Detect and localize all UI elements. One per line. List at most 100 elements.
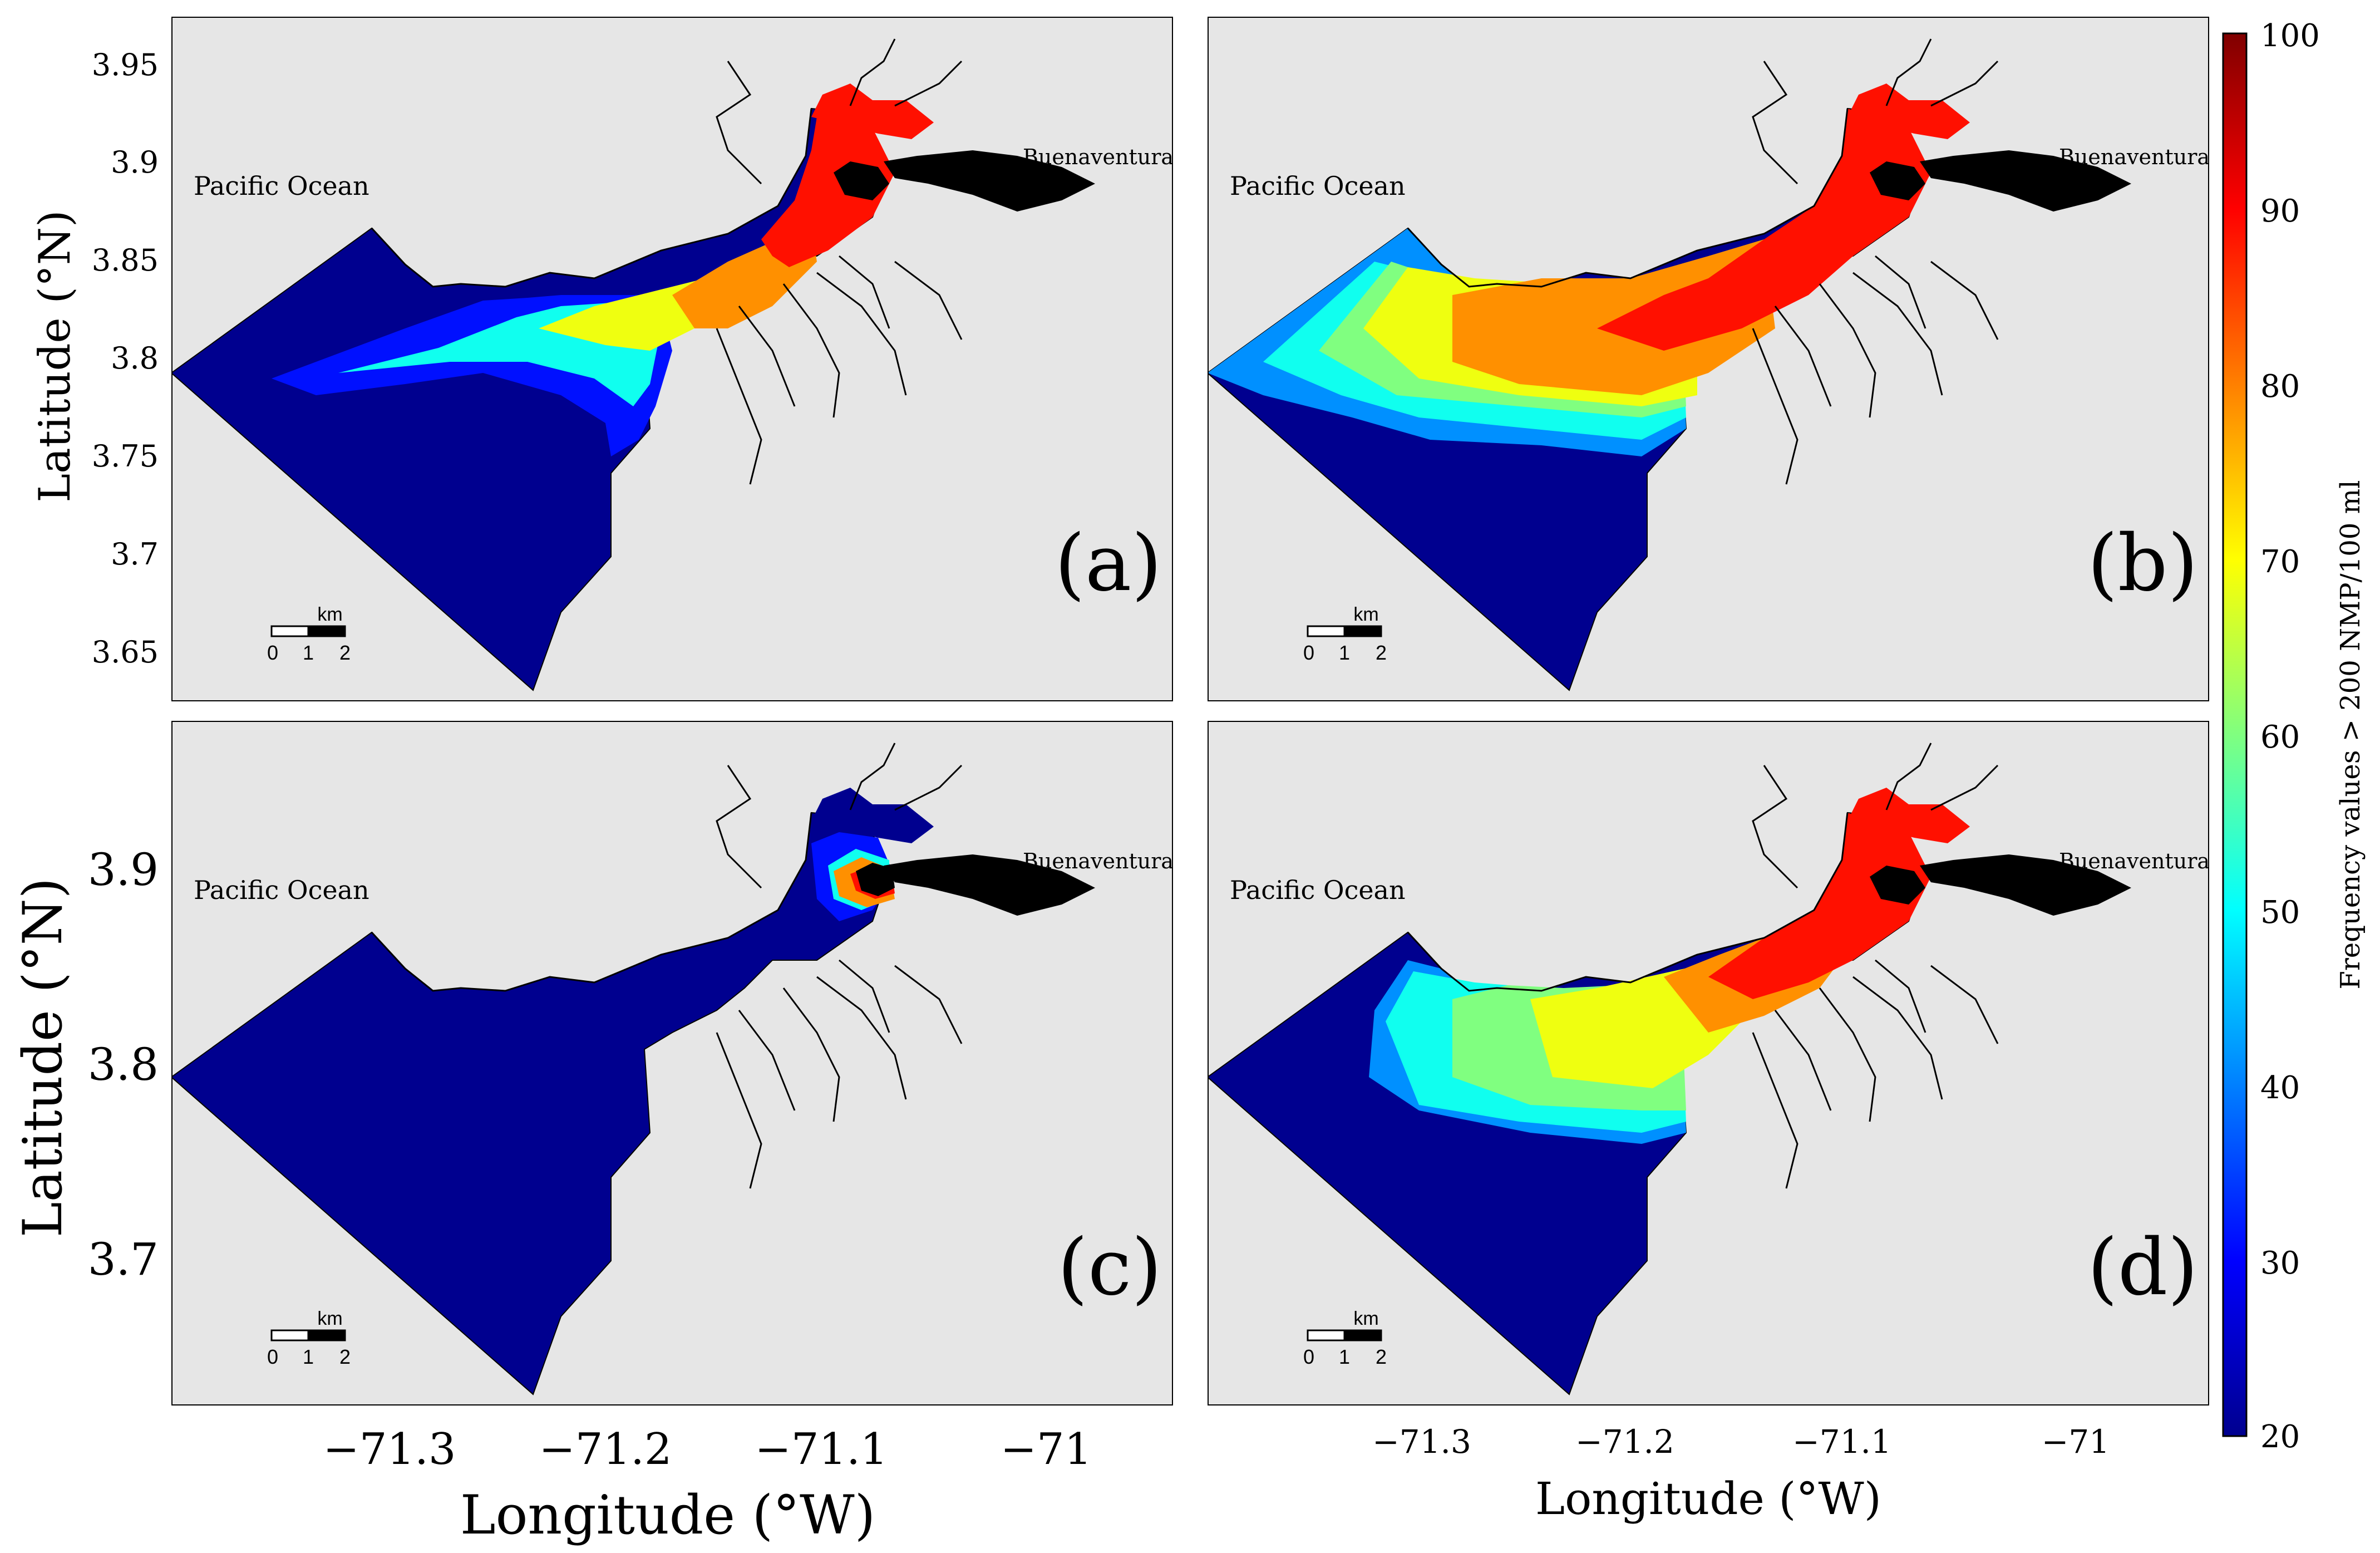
- city-label: Buenaventura: [2059, 145, 2210, 169]
- panel-a: [171, 17, 1173, 701]
- lat-tick: 3.8: [88, 1039, 159, 1090]
- panel-d-overlay: Pacific Ocean Buenaventura (d) km 0 1 2: [1230, 849, 2210, 1368]
- lat-tick: 3.7: [111, 537, 159, 572]
- lon-tick: −71.2: [1575, 1423, 1674, 1461]
- city-buenaventura: [884, 150, 1095, 212]
- colorbar-ticks: 100 90 80 70 60 50 40 30 20: [2260, 18, 2320, 1455]
- colorbar-tick: 50: [2260, 895, 2300, 931]
- estuary-north: [1847, 83, 1970, 139]
- lon-tick: −71.2: [539, 1424, 672, 1475]
- panel-b-overlay: Pacific Ocean Buenaventura (b) km 0 1 2: [1230, 145, 2210, 664]
- lat-tick: 3.85: [92, 243, 159, 278]
- lat-tick: 3.8: [111, 341, 159, 376]
- lon-tick: −71: [1001, 1424, 1092, 1475]
- scale-bar-tick: 1: [1339, 641, 1350, 664]
- ocean-label: Pacific Ocean: [194, 875, 369, 905]
- scale-bar-tick: 2: [1376, 641, 1387, 664]
- city-label: Buenaventura: [1023, 145, 1174, 169]
- city-buenaventura: [884, 854, 1095, 916]
- scale-bar-unit: km: [1353, 604, 1378, 625]
- panel-label: (d): [2087, 1222, 2198, 1313]
- panel-c-overlay: Pacific Ocean Buenaventura (c) km 0 1 2: [194, 849, 1174, 1368]
- scale-bar-tick: 0: [1303, 641, 1314, 664]
- city-label: Buenaventura: [2059, 849, 2210, 873]
- lon-tick: −71.3: [323, 1424, 456, 1475]
- scale-bar-tick: 0: [267, 1345, 278, 1368]
- colorbar-tick: 70: [2260, 544, 2300, 580]
- plume-90: [1597, 109, 1931, 351]
- coastline: [371, 108, 812, 288]
- mangrove-channels: [716, 743, 963, 1189]
- lat-ticks-bottom: 3.9 3.8 3.7: [88, 844, 159, 1285]
- city-buenaventura: [1920, 150, 2131, 212]
- lat-tick: 3.9: [111, 145, 159, 180]
- lon-tick: −71.1: [755, 1424, 888, 1475]
- colorbar-tick: 40: [2260, 1070, 2300, 1106]
- colorbar-tick: 30: [2260, 1245, 2300, 1281]
- plume-80: [1452, 239, 1775, 395]
- scale-bar-white: [1307, 1329, 1346, 1341]
- colorbar-gradient: [2222, 32, 2248, 1437]
- scale-bar-white: [270, 1329, 309, 1341]
- scale-bar-unit: km: [317, 1308, 342, 1329]
- plume-90: [761, 117, 895, 267]
- island: [1870, 161, 1925, 200]
- city-label: Buenaventura: [1023, 849, 1174, 873]
- scale-bar-tick: 1: [303, 1345, 314, 1368]
- scale-bar-unit: km: [1353, 1308, 1378, 1329]
- lon-ticks-right: −71.3 −71.2 −71.1 −71: [1372, 1423, 2110, 1461]
- scale-bar-black: [307, 1329, 346, 1341]
- coastline: [1407, 108, 1849, 288]
- lat-tick: 3.65: [92, 635, 159, 670]
- scale-bar-black: [1343, 1329, 1382, 1341]
- scale-bar-white: [1307, 625, 1346, 637]
- island: [834, 161, 889, 200]
- scale-bar: km 0 1 2: [267, 604, 351, 664]
- coastline: [1407, 812, 1849, 992]
- colorbar-label: Frequency values > 200 NMP/100 ml: [2335, 480, 2366, 990]
- longitude-label-left: Longitude (°W): [460, 1484, 875, 1546]
- panel-c: [171, 721, 1173, 1405]
- panel-label: (c): [1057, 1222, 1162, 1313]
- city-buenaventura: [1920, 854, 2131, 916]
- island: [1870, 866, 1925, 905]
- longitude-label-right: Longitude (°W): [1535, 1473, 1881, 1525]
- latitude-label-top: Latitude (°N): [30, 210, 80, 502]
- lat-tick: 3.9: [88, 844, 159, 896]
- estuary-north: [811, 83, 934, 139]
- scale-bar-white: [270, 625, 309, 637]
- estuary-north: [811, 788, 934, 843]
- colorbar-tick: 100: [2260, 18, 2320, 54]
- colorbar-tick: 60: [2260, 719, 2300, 755]
- lat-tick: 3.7: [88, 1233, 159, 1285]
- scale-bar-tick: 1: [303, 641, 314, 664]
- lat-tick: 3.75: [92, 439, 159, 474]
- mangrove-channels: [1752, 743, 1999, 1189]
- ocean-label: Pacific Ocean: [1230, 875, 1406, 905]
- mangrove-channels: [1752, 38, 1999, 485]
- scale-bar-tick: 2: [339, 1345, 351, 1368]
- colorbar: 100 90 80 70 60 50 40 30 20 Frequency va…: [2222, 18, 2366, 1455]
- scale-bar-unit: km: [317, 604, 342, 625]
- scale-bar-tick: 0: [1303, 1345, 1314, 1368]
- scale-bar: km 0 1 2: [1303, 1308, 1387, 1368]
- lon-ticks-left: −71.3 −71.2 −71.1 −71: [323, 1424, 1092, 1475]
- panel-label: (a): [1055, 518, 1162, 609]
- scale-bar-tick: 2: [1376, 1345, 1387, 1368]
- panel-a-overlay: Pacific Ocean Buenaventura (a) km 0 1 2: [194, 145, 1174, 664]
- scale-bar-tick: 2: [339, 641, 351, 664]
- lon-tick: −71: [2042, 1423, 2110, 1461]
- colorbar-tick: 80: [2260, 368, 2300, 405]
- scale-bar-tick: 1: [1339, 1345, 1350, 1368]
- estuary-north: [1847, 788, 1970, 843]
- plume-90: [1708, 813, 1931, 999]
- scale-bar: km 0 1 2: [267, 1308, 351, 1368]
- coastline: [371, 812, 812, 992]
- scale-bar-black: [1343, 625, 1382, 637]
- colorbar-tick: 20: [2260, 1419, 2300, 1455]
- scale-bar: km 0 1 2: [1303, 604, 1387, 664]
- colorbar-tick: 90: [2260, 193, 2300, 229]
- ocean-label: Pacific Ocean: [1230, 171, 1406, 201]
- panel-d: [1208, 721, 2209, 1405]
